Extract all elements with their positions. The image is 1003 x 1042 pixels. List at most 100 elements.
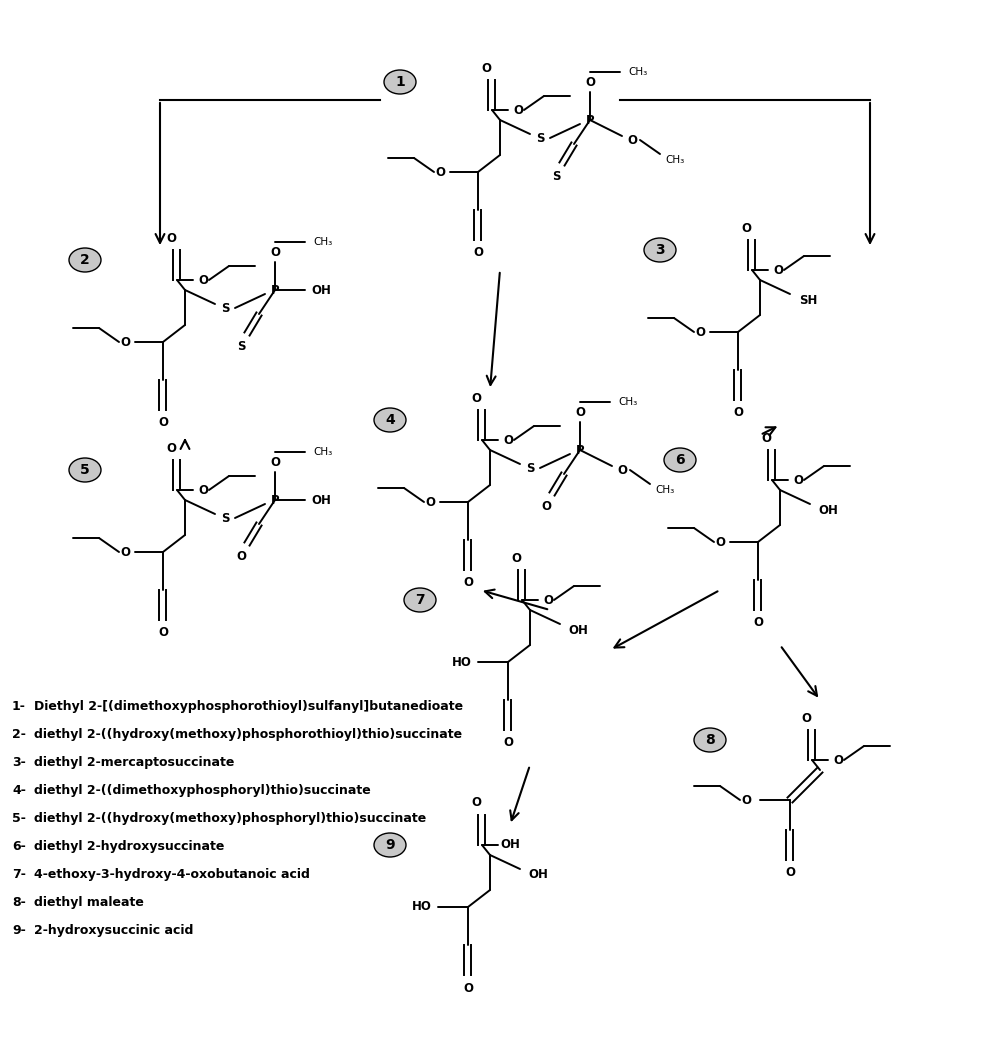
Text: O: O (732, 406, 742, 420)
Text: OH: OH (528, 868, 548, 882)
Text: S: S (552, 170, 560, 182)
Text: O: O (270, 246, 280, 258)
Text: O: O (832, 753, 843, 767)
Text: O: O (236, 549, 246, 563)
Text: P: P (271, 283, 279, 297)
Text: 8-: 8- (12, 896, 26, 909)
Ellipse shape (69, 248, 101, 272)
Text: O: O (541, 499, 551, 513)
Ellipse shape (69, 458, 101, 482)
Text: CH₃: CH₃ (313, 237, 332, 247)
Text: 4: 4 (385, 413, 394, 427)
Text: 7: 7 (415, 593, 424, 607)
Text: CH₃: CH₃ (618, 397, 637, 407)
Text: O: O (792, 473, 802, 487)
Text: O: O (198, 273, 208, 287)
Text: O: O (511, 551, 521, 565)
Text: 2-hydroxysuccinic acid: 2-hydroxysuccinic acid (34, 924, 194, 937)
Text: P: P (271, 494, 279, 506)
Text: O: O (470, 796, 480, 810)
Text: O: O (772, 264, 782, 276)
Ellipse shape (693, 728, 725, 752)
Text: P: P (575, 444, 584, 456)
Text: 9: 9 (385, 838, 394, 852)
Text: CH₃: CH₃ (665, 155, 684, 165)
Text: O: O (503, 433, 513, 447)
Text: S: S (221, 301, 229, 315)
Text: OH: OH (568, 623, 588, 637)
Text: O: O (752, 617, 762, 629)
Text: O: O (472, 247, 482, 259)
Text: 5-: 5- (12, 812, 26, 825)
Text: 3-: 3- (12, 756, 26, 769)
Text: O: O (270, 455, 280, 469)
Text: diethyl maleate: diethyl maleate (34, 896, 143, 909)
Ellipse shape (643, 238, 675, 262)
Ellipse shape (374, 833, 405, 857)
Text: O: O (462, 982, 472, 994)
Text: O: O (165, 442, 176, 454)
Text: S: S (526, 462, 534, 474)
Text: Diethyl 2-[(dimethoxyphosphorothioyl)sulfanyl]butanedioate: Diethyl 2-[(dimethoxyphosphorothioyl)sul… (34, 700, 462, 713)
Text: 2-: 2- (12, 728, 26, 741)
Text: O: O (575, 405, 585, 419)
Text: O: O (120, 546, 129, 559)
Text: CH₃: CH₃ (628, 67, 647, 77)
Text: O: O (424, 496, 434, 508)
Text: HO: HO (451, 655, 471, 669)
Text: 1-: 1- (12, 700, 26, 713)
Text: 6: 6 (674, 453, 684, 467)
Text: P: P (585, 114, 594, 126)
Text: O: O (627, 133, 636, 147)
Text: 9-: 9- (12, 924, 26, 937)
Text: O: O (617, 464, 627, 476)
Text: diethyl 2-((hydroxy(methoxy)phosphorothioyl)thio)succinate: diethyl 2-((hydroxy(methoxy)phosphorothi… (34, 728, 461, 741)
Ellipse shape (374, 408, 405, 432)
Text: CH₃: CH₃ (313, 447, 332, 457)
Text: 8: 8 (704, 733, 714, 747)
Text: 1: 1 (395, 75, 404, 89)
Text: 3: 3 (655, 243, 664, 257)
Text: 4-ethoxy-3-hydroxy-4-oxobutanoic acid: 4-ethoxy-3-hydroxy-4-oxobutanoic acid (34, 868, 310, 880)
Text: OH: OH (817, 503, 838, 517)
Text: SH: SH (798, 294, 816, 306)
Text: 2: 2 (80, 253, 90, 267)
Text: diethyl 2-hydroxysuccinate: diethyl 2-hydroxysuccinate (34, 840, 224, 853)
Text: HO: HO (411, 900, 431, 914)
Text: S: S (237, 340, 245, 352)
Text: diethyl 2-((dimethoxyphosphoryl)thio)succinate: diethyl 2-((dimethoxyphosphoryl)thio)suc… (34, 784, 370, 797)
Text: 6-: 6- (12, 840, 26, 853)
Text: O: O (434, 166, 444, 178)
Text: O: O (198, 483, 208, 496)
Text: O: O (462, 576, 472, 590)
Ellipse shape (383, 70, 415, 94)
Text: O: O (157, 417, 168, 429)
Text: OH: OH (499, 839, 520, 851)
Text: 7-: 7- (12, 868, 26, 880)
Text: 5: 5 (80, 463, 90, 477)
Text: S: S (536, 131, 544, 145)
Text: CH₃: CH₃ (655, 485, 674, 495)
Text: diethyl 2-((hydroxy(methoxy)phosphoryl)thio)succinate: diethyl 2-((hydroxy(methoxy)phosphoryl)t… (34, 812, 426, 825)
Text: O: O (470, 392, 480, 404)
Text: diethyl 2-mercaptosuccinate: diethyl 2-mercaptosuccinate (34, 756, 234, 769)
Text: O: O (694, 325, 704, 339)
Text: O: O (157, 626, 168, 640)
Text: O: O (784, 867, 794, 879)
Text: O: O (165, 231, 176, 245)
Text: O: O (543, 594, 553, 606)
Text: O: O (480, 61, 490, 74)
Text: S: S (221, 512, 229, 524)
Ellipse shape (403, 588, 435, 612)
Text: O: O (120, 336, 129, 348)
Text: O: O (740, 794, 750, 807)
Ellipse shape (663, 448, 695, 472)
Text: 4-: 4- (12, 784, 26, 797)
Text: OH: OH (311, 283, 331, 297)
Text: O: O (513, 103, 523, 117)
Text: O: O (714, 536, 724, 548)
Text: O: O (585, 75, 595, 89)
Text: O: O (800, 712, 810, 724)
Text: OH: OH (311, 494, 331, 506)
Text: O: O (503, 737, 513, 749)
